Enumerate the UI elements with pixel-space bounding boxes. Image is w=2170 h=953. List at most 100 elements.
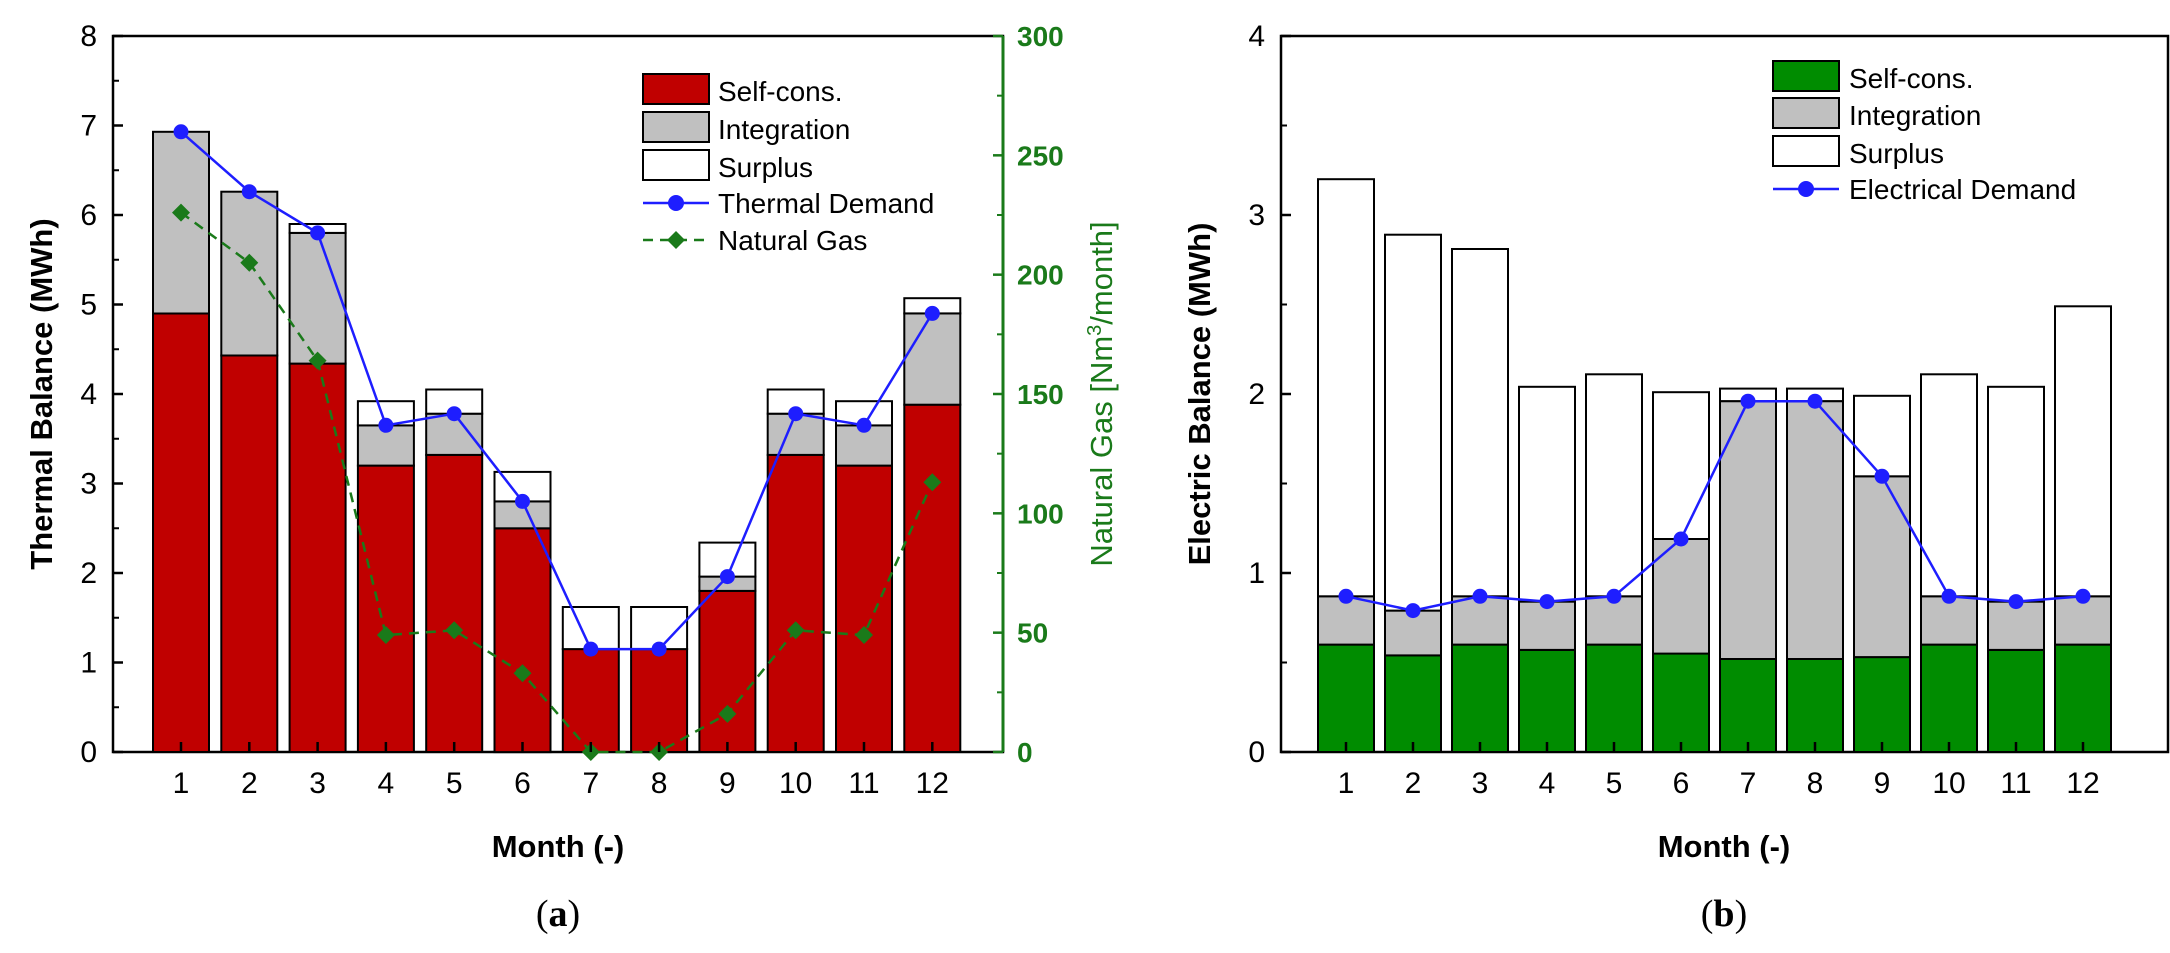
line-thermal-demand (180, 130, 934, 651)
bar-surplus-month-12 (2054, 305, 2112, 598)
caption-paren-open: ( (1701, 893, 1714, 935)
bar-self-cons-month-11 (835, 464, 893, 753)
y2-axis-label-prefix: Natural Gas [Nm (1084, 336, 1119, 567)
bar-self-cons-month-2 (1384, 654, 1442, 753)
bar-integration-month-9 (1853, 475, 1911, 659)
legend: Self-cons. Integration Surplus Thermal D… (642, 73, 934, 256)
y-tick-label: 8 (80, 20, 97, 53)
point-electrical-demand-month-12 (2075, 588, 2091, 604)
bar-surplus-month-9 (1853, 394, 1911, 478)
legend-marker-electrical-demand (1798, 181, 1814, 197)
x-tick-label: 4 (1539, 767, 1556, 800)
bar-integration-month-3 (288, 231, 347, 365)
bar-integration-month-8 (1786, 400, 1844, 660)
point-natural-gas-month-9 (718, 704, 737, 723)
y2-axis-label-suffix: /month] (1084, 221, 1119, 324)
point-electrical-demand-month-6 (1673, 531, 1689, 547)
point-thermal-demand-month-6 (515, 493, 530, 509)
bar-self-cons-month-12 (903, 403, 962, 753)
legend-label-self-cons: Self-cons. (718, 76, 843, 107)
point-thermal-demand-month-4 (378, 417, 394, 433)
point-natural-gas-month-2 (240, 253, 259, 272)
bar-self-cons-month-12 (2054, 643, 2112, 753)
bar-self-cons-month-8 (1786, 657, 1844, 754)
y-axis-label: Electric Balance (MWh) (1182, 223, 1217, 566)
bar-self-cons-month-6 (493, 527, 552, 754)
bar-self-cons-month-7 (1719, 657, 1777, 754)
legend-label-natural-gas: Natural Gas (718, 225, 867, 256)
x-tick-label: 7 (1740, 767, 1757, 800)
bar-integration-month-5 (1585, 595, 1643, 646)
y-tick-label: 4 (1248, 20, 1265, 53)
point-electrical-demand-month-1 (1338, 588, 1354, 604)
x-tick-label: 6 (514, 767, 531, 800)
y2-tick-label: 100 (1017, 498, 1064, 529)
caption-paren-close: ) (1735, 893, 1748, 935)
point-thermal-demand-month-2 (241, 184, 257, 200)
point-electrical-demand-month-4 (1539, 594, 1555, 610)
bar-self-cons-month-5 (425, 453, 484, 753)
x-tick-label: 8 (1807, 767, 1824, 800)
legend-marker-natural-gas (667, 231, 685, 249)
bar-self-cons-month-1 (152, 312, 210, 753)
legend-label-thermal-demand: Thermal Demand (718, 188, 934, 219)
bar-integration-month-2 (220, 190, 279, 357)
x-tick-label: 5 (1606, 767, 1623, 800)
point-natural-gas-month-11 (855, 626, 873, 645)
x-tick-label: 12 (916, 767, 949, 800)
x-tick-label: 9 (719, 767, 736, 800)
bar-integration-month-2 (1384, 609, 1442, 657)
bar-surplus-month-5 (1585, 373, 1643, 598)
legend-swatch-self-cons (642, 73, 710, 105)
x-tick-label: 12 (2066, 767, 2099, 800)
bar-surplus-month-2 (1384, 233, 1442, 612)
point-electrical-demand-month-5 (1606, 588, 1622, 604)
bar-self-cons-month-9 (1853, 656, 1911, 753)
bar-surplus-month-4 (1518, 385, 1576, 603)
bar-self-cons-month-7 (561, 648, 620, 753)
x-tick-label: 1 (1338, 767, 1355, 800)
line-electrical-demand (1345, 399, 2084, 612)
x-tick-label: 11 (848, 767, 879, 800)
legend-label-surplus: Surplus (718, 152, 813, 183)
x-tick-label: 4 (378, 767, 395, 800)
y2-tick-label: 0 (1017, 737, 1033, 768)
legend-label-self-cons: Self-cons. (1849, 63, 1974, 94)
point-thermal-demand-month-9 (719, 569, 735, 585)
point-natural-gas-month-6 (513, 664, 532, 683)
y-tick-label: 1 (80, 647, 97, 680)
point-electrical-demand-month-7 (1740, 393, 1756, 409)
bar-surplus-month-3 (1451, 248, 1509, 598)
x-tick-label: 9 (1874, 767, 1891, 800)
caption-letter: b (1713, 893, 1734, 935)
bar-integration-month-3 (1451, 595, 1509, 646)
bar-self-cons-month-4 (1518, 649, 1576, 753)
legend-swatch-integration (642, 111, 710, 143)
x-tick-label: 7 (582, 767, 599, 800)
point-natural-gas-month-12 (923, 473, 942, 492)
x-tick-label: 3 (1472, 767, 1489, 800)
caption-paren-open: ( (536, 893, 549, 935)
point-electrical-demand-month-2 (1405, 603, 1421, 619)
point-electrical-demand-month-9 (1874, 468, 1890, 484)
x-tick-label: 10 (1932, 767, 1965, 800)
legend-marker-thermal-demand (668, 195, 684, 211)
x-tick-label: 3 (309, 767, 326, 800)
bar-integration-month-6 (1652, 538, 1710, 655)
bar-self-cons-month-4 (356, 464, 415, 753)
y-tick-label: 2 (80, 557, 97, 590)
x-axis-label: Month (-) (492, 829, 625, 864)
x-tick-label: 11 (2000, 767, 2031, 800)
point-thermal-demand-month-8 (651, 641, 667, 657)
point-natural-gas-month-10 (786, 621, 805, 640)
bar-integration-month-1 (152, 130, 210, 315)
bar-self-cons-month-9 (698, 589, 757, 754)
y2-tick-label: 50 (1017, 618, 1048, 649)
legend-label-electrical-demand: Electrical Demand (1849, 174, 2076, 205)
legend: Self-cons. Integration Surplus Electrica… (1772, 60, 2076, 205)
caption-letter: a (549, 893, 568, 935)
panel-caption-b: (b) (1701, 893, 1747, 935)
